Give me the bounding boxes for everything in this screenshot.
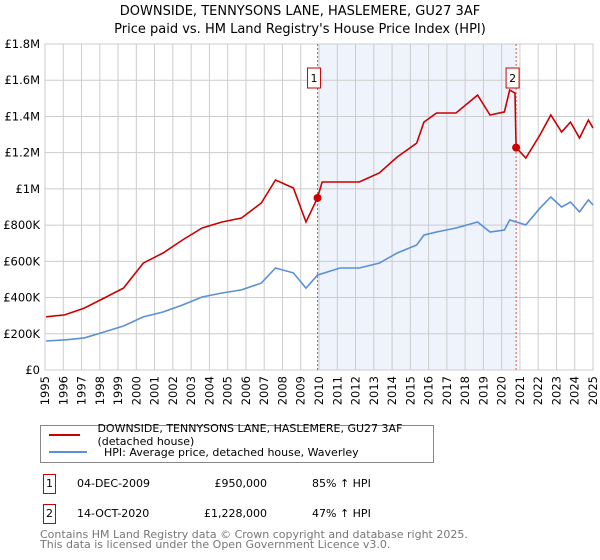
transaction-hpi: 47% ↑ HPI — [312, 507, 371, 520]
line-chart: 1995 1996 1997 1998 1999 2000 2001 2002 2003 2004… — [3, 37, 600, 405]
x-tick-label: 2017 — [440, 376, 454, 405]
x-tick-label: 2014 — [385, 376, 399, 405]
x-tick-label: 2004 — [202, 376, 216, 405]
x-tick-label: 2011 — [330, 376, 344, 405]
sale-point — [512, 143, 521, 152]
y-tick-label: £1.8M — [4, 37, 40, 51]
x-tick-label: 2015 — [403, 376, 417, 405]
x-tick-label: 2006 — [239, 376, 253, 405]
y-tick-label: £400K — [3, 291, 40, 305]
shaded-period — [317, 44, 517, 370]
x-tick-label: 2003 — [184, 376, 198, 405]
legend-label: HPI: Average price, detached house, Wave… — [104, 445, 359, 459]
x-tick-label: 2016 — [422, 376, 436, 405]
x-tick-label: 2009 — [294, 376, 308, 405]
x-tick-label: 2008 — [275, 376, 289, 405]
series-line — [46, 195, 594, 342]
y-tick-label: £1.2M — [4, 146, 40, 160]
x-tick-label: 2018 — [458, 376, 472, 405]
subtitle-line: Price paid vs. HM Land Registry's House … — [114, 22, 486, 37]
x-tick-label: 2007 — [257, 376, 271, 405]
footer-line: This data is licensed under the Open Gov… — [40, 538, 391, 551]
transaction-row: 1 04-DEC-2009 £950,000 85% ↑ HPI — [43, 474, 463, 494]
plot-frame — [44, 43, 594, 371]
x-tick-label: 2002 — [166, 376, 180, 405]
x-tick-label: 2021 — [513, 376, 527, 405]
x-tick-label: 2005 — [221, 376, 235, 405]
transaction-marker: 2 — [43, 504, 56, 524]
transaction-hpi: 85% ↑ HPI — [312, 477, 371, 490]
x-tick-label: 1999 — [111, 376, 125, 405]
series-line — [46, 88, 594, 318]
x-tick-label: 2022 — [531, 376, 545, 405]
transaction-row: 2 14-OCT-2020 £1,228,000 47% ↑ HPI — [43, 504, 463, 524]
x-tick-label: 1997 — [75, 376, 89, 405]
legend-item-hpi: HPI: Average price, detached house, Wave… — [49, 443, 359, 461]
x-tick-label: 1996 — [56, 376, 70, 405]
y-tick-label: £0 — [25, 363, 40, 377]
legend-swatch-blue — [49, 451, 87, 453]
sale-marker-label: 1 — [311, 72, 318, 85]
sale-marker-box — [505, 67, 520, 89]
legend-swatch-red — [49, 434, 81, 436]
sale-point — [313, 193, 322, 202]
footer-line: Contains HM Land Registry data © Crown c… — [40, 528, 468, 541]
x-tick-label: 1995 — [38, 376, 52, 405]
transaction-price: £1,228,000 — [204, 507, 267, 520]
x-tick-label: 2010 — [312, 376, 326, 405]
x-tick-label: 2001 — [148, 376, 162, 405]
transaction-marker: 1 — [43, 474, 56, 494]
transaction-price: £950,000 — [214, 477, 268, 490]
x-tick-label: 2000 — [129, 376, 143, 405]
transaction-date: 14-OCT-2020 — [77, 507, 150, 520]
transaction-date: 04-DEC-2009 — [77, 477, 151, 490]
y-tick-label: £600K — [3, 254, 40, 268]
y-tick-label: £200K — [3, 327, 40, 341]
x-tick-label: 2020 — [495, 376, 509, 405]
x-tick-label: 1998 — [93, 376, 107, 405]
x-tick-label: 2025 — [586, 376, 600, 405]
x-tick-label: 2012 — [349, 376, 363, 405]
chart-title: DOWNSIDE, TENNYSONS LANE, HASLEMERE, GU2… — [0, 3, 600, 39]
y-tick-label: £800K — [3, 218, 40, 232]
x-tick-label: 2024 — [568, 376, 582, 405]
legend-label: DOWNSIDE, TENNYSONS LANE, HASLEMERE, GU2… — [97, 422, 403, 448]
x-tick-label: 2013 — [367, 376, 381, 405]
sale-marker-box — [307, 67, 322, 89]
y-tick-label: £1M — [15, 182, 40, 196]
sale-marker-label: 2 — [509, 72, 516, 85]
title-line: DOWNSIDE, TENNYSONS LANE, HASLEMERE, GU2… — [119, 4, 481, 19]
x-tick-label: 2019 — [476, 376, 490, 405]
footer: Contains HM Land Registry data © Crown c… — [40, 528, 468, 551]
y-tick-label: £1.6M — [4, 73, 40, 87]
legend-item-property: DOWNSIDE, TENNYSONS LANE, HASLEMERE, GU2… — [49, 422, 433, 448]
y-tick-label: £1.4M — [4, 109, 40, 123]
legend: DOWNSIDE, TENNYSONS LANE, HASLEMERE, GU2… — [40, 422, 434, 463]
x-tick-label: 2023 — [549, 376, 563, 405]
